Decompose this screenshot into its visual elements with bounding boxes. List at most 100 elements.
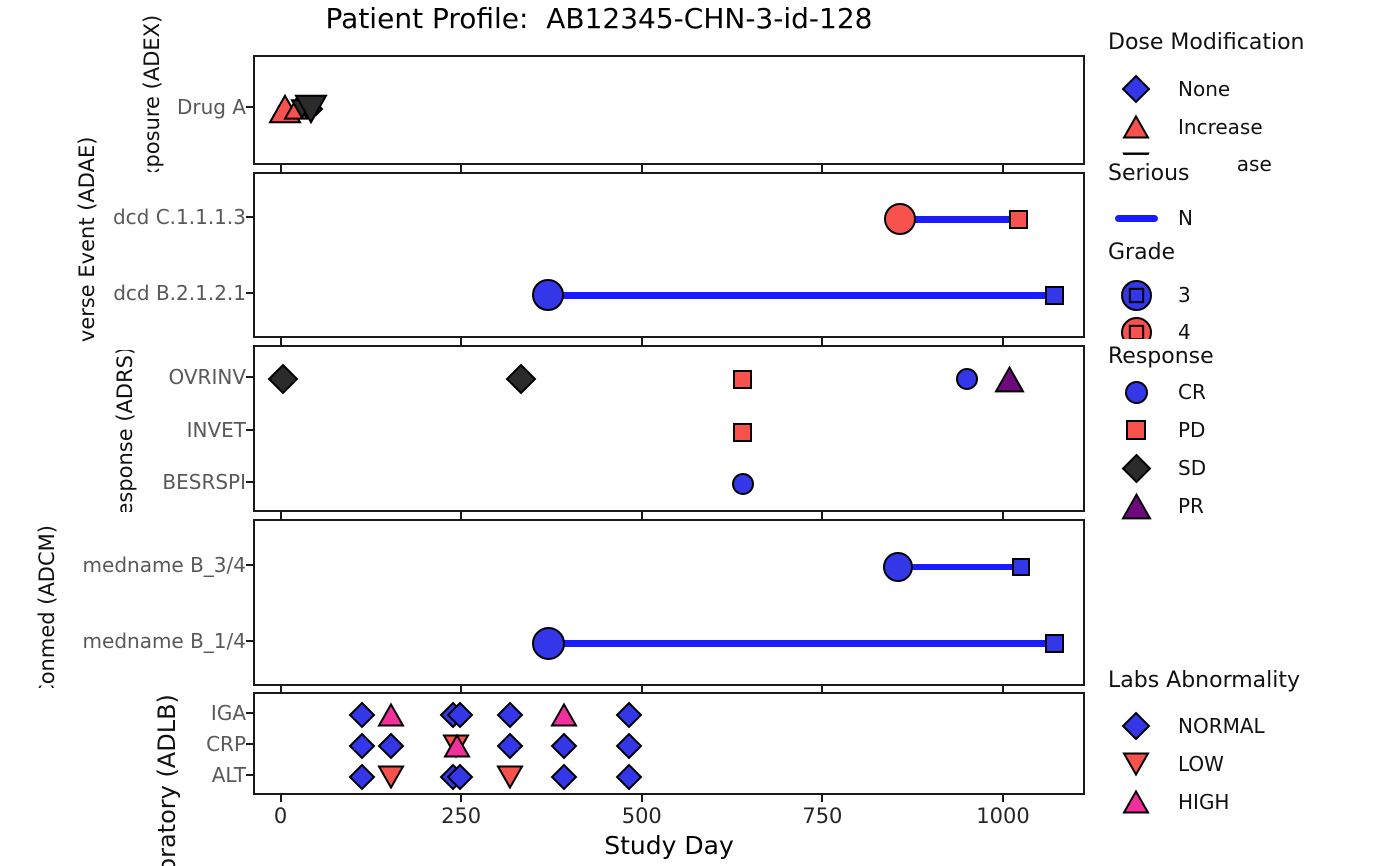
legend-marker-dose-modification-increase	[1122, 114, 1150, 139]
marker-square	[1045, 285, 1065, 305]
legend-label-response-pr: PR	[1178, 494, 1204, 518]
legend-marker-response-cr	[1124, 380, 1148, 404]
marker-square	[733, 422, 753, 442]
x-tick	[1002, 686, 1004, 693]
row-label: Drug A	[176, 95, 246, 119]
legend-marker-labs-abnormality-low	[1122, 752, 1150, 777]
legend-marker-labs-abnormality-normal	[1121, 711, 1151, 741]
marker-triangle-down	[294, 94, 329, 125]
marker-triangle-up	[442, 733, 471, 758]
legend-marker-labs-abnormality-high	[1122, 789, 1150, 814]
y-tick	[246, 564, 253, 566]
event-duration-line	[900, 215, 1018, 223]
panel-adae	[253, 172, 1085, 338]
legend-marker-dose-modification-none	[1121, 74, 1151, 104]
legend-label-dose-modification-none: None	[1178, 77, 1231, 101]
x-tick	[1002, 165, 1004, 172]
x-tick	[279, 338, 282, 345]
marker-triangle-up	[377, 702, 405, 727]
legend-overlap-mask	[1098, 155, 1238, 193]
x-tick	[460, 165, 463, 172]
row-label: INVET	[186, 418, 246, 442]
marker-diamond	[615, 701, 643, 729]
strip-label-adcm: Conmed (ADCM)	[35, 525, 59, 688]
x-tick	[640, 686, 643, 693]
marker-circle	[531, 626, 565, 660]
y-tick	[246, 106, 253, 108]
row-label: dcd B.2.1.2.1	[113, 281, 246, 305]
x-tick	[640, 338, 643, 345]
row-label: OVRINV	[168, 365, 246, 389]
marker-diamond	[550, 732, 578, 760]
legend-title-serious: Serious	[1108, 161, 1190, 186]
panel-adex	[253, 55, 1085, 165]
marker-diamond	[348, 763, 376, 791]
x-tick	[821, 338, 824, 345]
x-tick	[279, 686, 282, 693]
marker-triangle-up	[994, 365, 1025, 392]
y-tick	[246, 743, 253, 745]
x-tick	[640, 795, 643, 802]
marker-diamond	[267, 363, 299, 395]
x-tick	[1002, 795, 1004, 802]
marker-diamond	[446, 701, 473, 729]
x-tick	[460, 795, 463, 802]
strip-label-clip-adcm: Conmed (ADCM)	[24, 500, 70, 688]
legend-title-labs-abnormality: Labs Abnormality	[1108, 668, 1301, 693]
x-tick	[279, 512, 282, 519]
legend-label-response-cr: CR	[1178, 380, 1206, 404]
panel-adrs	[253, 345, 1085, 512]
legend-marker-response-pr	[1120, 492, 1152, 519]
x-tick	[460, 686, 463, 693]
chart-title: Patient Profile: AB12345-CHN-3-id-128	[325, 2, 873, 35]
y-tick	[246, 376, 253, 378]
marker-diamond	[550, 763, 578, 791]
x-tick	[279, 795, 282, 802]
row-label: medname B_3/4	[82, 553, 246, 577]
x-tick	[279, 165, 282, 172]
legend-label-labs-abnormality-normal: NORMAL	[1178, 714, 1265, 738]
legend-title-grade: Grade	[1108, 240, 1176, 265]
strip-label-adex: Exposure (ADEX)	[140, 14, 164, 172]
marker-diamond	[496, 701, 524, 729]
legend-marker-response-pd	[1126, 420, 1146, 440]
marker-diamond	[505, 363, 537, 395]
legend-overlap-mask	[1098, 339, 1350, 377]
marker-diamond	[446, 763, 473, 791]
legend-title-response: Response	[1108, 344, 1214, 369]
marker-square	[1008, 209, 1028, 229]
x-tick	[1002, 338, 1004, 345]
row-label: ALT	[211, 763, 246, 787]
legend-label-labs-abnormality-high: HIGH	[1178, 790, 1230, 814]
legend-label-response-pd: PD	[1178, 418, 1206, 442]
legend-label-dose-modification-increase: Increase	[1178, 115, 1263, 139]
y-tick	[246, 481, 253, 483]
x-tick	[821, 795, 824, 802]
x-tick	[460, 338, 463, 345]
x-tick-label: 750	[802, 804, 843, 828]
y-tick	[246, 640, 253, 642]
marker-triangle-down	[496, 765, 524, 790]
legend-label-labs-abnormality-low: LOW	[1178, 752, 1224, 776]
marker-diamond	[496, 732, 524, 760]
x-tick-label: 250	[441, 804, 482, 828]
marker-circle	[884, 203, 917, 235]
event-duration-line	[898, 564, 1021, 570]
legend-label-response-sd: SD	[1178, 456, 1207, 480]
x-tick-label: 0	[273, 804, 288, 828]
strip-label-clip-adae: Adverse Event (ADAE)	[64, 120, 110, 344]
event-duration-line	[548, 639, 1055, 647]
y-tick	[246, 216, 253, 218]
marker-diamond	[348, 732, 376, 760]
marker-square	[1011, 558, 1030, 576]
row-label: CRP	[206, 732, 246, 756]
marker-triangle-up	[550, 702, 578, 727]
marker-diamond	[348, 701, 376, 729]
x-tick	[1002, 512, 1004, 519]
legend-label-grade-3: 3	[1178, 283, 1191, 307]
y-tick	[246, 712, 253, 714]
row-label: dcd C.1.1.1.3	[112, 205, 246, 229]
strip-label-adae: Adverse Event (ADAE)	[75, 136, 99, 344]
legend-label-serious-n: N	[1178, 206, 1193, 230]
x-tick	[821, 512, 824, 519]
